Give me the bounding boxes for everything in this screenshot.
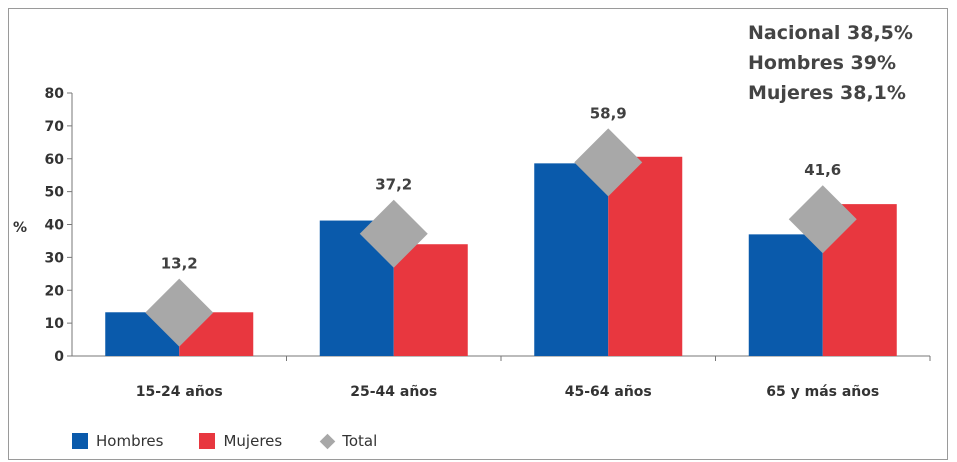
x-category-label: 65 y más años xyxy=(766,384,879,400)
summary-box: Nacional 38,5% Hombres 39% Mujeres 38,1% xyxy=(748,18,913,108)
legend-label-total: Total xyxy=(342,432,378,450)
summary-nacional: Nacional 38,5% xyxy=(748,22,913,44)
total-markers xyxy=(145,128,857,347)
bar-mujeres xyxy=(608,156,683,356)
total-diamond-marker xyxy=(574,128,643,197)
y-tick-label: 60 xyxy=(45,152,65,168)
y-tick-label: 70 xyxy=(45,119,65,135)
total-diamond-marker xyxy=(145,278,214,347)
summary-mujeres: Mujeres 38,1% xyxy=(748,82,906,104)
y-axis-label: % xyxy=(13,220,27,236)
data-label-total: 13,2 xyxy=(161,255,198,273)
y-tick-label: 40 xyxy=(45,218,65,234)
x-category-label: 45-64 años xyxy=(565,384,652,400)
legend-diamond-icon xyxy=(319,433,336,449)
y-tick-label: 80 xyxy=(45,86,65,102)
bar-hombres xyxy=(748,234,823,356)
chart-frame xyxy=(8,8,948,460)
legend-label-hombres: Hombres xyxy=(96,432,164,450)
labels: 13,2 15-24 años 37,2 25-44 años 58,9 45-64 añ… xyxy=(136,104,879,400)
y-tick-label: 10 xyxy=(45,316,65,332)
bar-mujeres xyxy=(393,244,468,356)
legend-swatch-hombres xyxy=(72,433,88,449)
legend-swatch-mujeres xyxy=(199,433,216,449)
bars xyxy=(105,156,897,356)
total-diamond-marker xyxy=(788,185,857,254)
total-diamond-marker xyxy=(359,199,428,268)
y-tick-label: 0 xyxy=(54,349,64,365)
legend-label-mujeres: Mujeres xyxy=(223,432,283,450)
data-label-total: 58,9 xyxy=(590,104,627,122)
x-category-label: 25-44 años xyxy=(350,384,437,400)
bar-hombres xyxy=(534,163,609,356)
y-tick-label: 50 xyxy=(45,185,65,201)
legend: Hombres Mujeres Total xyxy=(72,430,413,452)
data-label-total: 41,6 xyxy=(804,161,841,179)
y-tick-label: 20 xyxy=(45,283,65,299)
y-tick-label: 30 xyxy=(45,250,65,266)
legend-item-hombres: Hombres xyxy=(72,432,163,450)
legend-item-total: Total xyxy=(318,432,377,450)
x-category-label: 15-24 años xyxy=(136,384,223,400)
data-label-total: 37,2 xyxy=(375,176,412,194)
legend-item-mujeres: Mujeres xyxy=(199,432,282,450)
summary-hombres: Hombres 39% xyxy=(748,52,897,74)
